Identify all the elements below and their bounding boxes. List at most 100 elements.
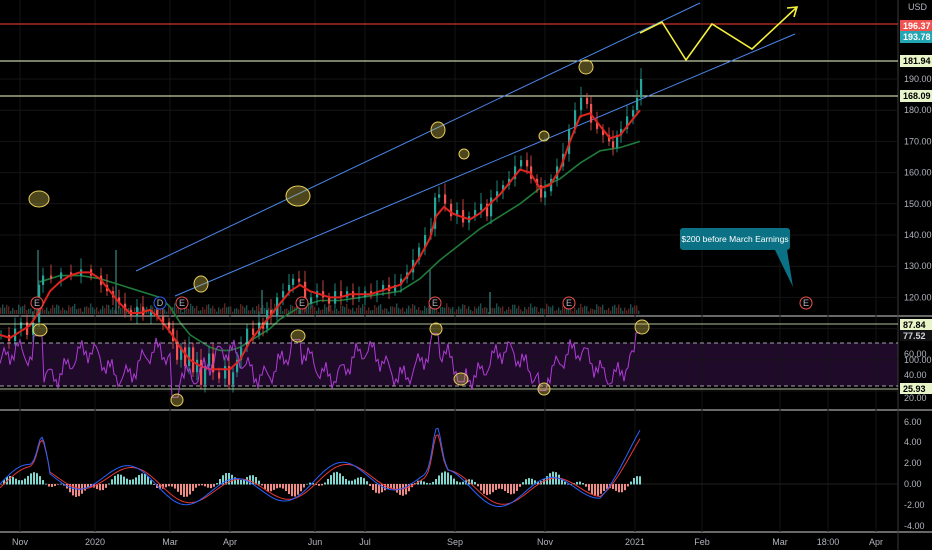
volume-bar	[178, 307, 180, 314]
volume-bar	[298, 309, 300, 314]
volume-bar	[66, 310, 68, 314]
volume-bar	[456, 309, 458, 314]
macd-histogram-bar	[522, 482, 524, 485]
volume-bar	[614, 304, 616, 314]
candle-body	[118, 297, 121, 304]
volume-bar	[202, 307, 204, 314]
volume-bar	[550, 307, 552, 314]
volume-bar	[366, 310, 368, 314]
macd-histogram-bar	[210, 484, 212, 489]
volume-bar	[544, 309, 546, 314]
volume-bar	[436, 308, 438, 314]
volume-bar	[86, 306, 88, 314]
macd-histogram-bar	[597, 484, 599, 496]
macd-histogram-bar	[429, 483, 431, 485]
macd-histogram-bar	[234, 477, 236, 485]
volume-bar	[484, 307, 486, 314]
volume-bar	[376, 307, 378, 314]
volume-bar	[346, 303, 348, 314]
volume-bar	[122, 306, 124, 314]
volume-bar	[16, 309, 18, 314]
volume-bar	[596, 304, 598, 314]
volume-bar	[316, 310, 318, 314]
macd-histogram-bar	[243, 478, 245, 485]
candle-body	[204, 366, 207, 385]
macd-histogram-bar	[141, 473, 143, 485]
volume-bar	[134, 307, 136, 314]
macd-histogram-bar	[564, 481, 566, 485]
time-axis-label: Nov	[12, 537, 29, 547]
time-axis-label: Apr	[223, 537, 237, 547]
price-axis-label: 170.00	[904, 136, 932, 146]
candle-body	[168, 322, 171, 329]
volume-bar	[638, 310, 640, 314]
volume-bar	[598, 306, 600, 314]
volume-bar	[166, 311, 168, 314]
macd-histogram-bar	[378, 484, 380, 494]
candle-body	[150, 309, 153, 317]
macd-histogram-bar	[51, 484, 53, 487]
macd-histogram-bar	[354, 479, 356, 485]
candle-body	[394, 284, 397, 292]
volume-bar	[256, 306, 258, 314]
macd-histogram-bar	[594, 484, 596, 497]
macd-histogram-bar	[48, 484, 50, 487]
candle-body	[400, 278, 403, 285]
macd-histogram-bar	[342, 476, 344, 485]
event-marker-circle	[428, 296, 442, 310]
price-axis-label: 190.00	[904, 74, 932, 84]
candle-body	[586, 97, 589, 104]
macd-histogram-bar	[240, 479, 242, 485]
volume-bar	[338, 310, 340, 314]
volume-bar	[486, 307, 488, 314]
macd-histogram-bar	[222, 475, 224, 485]
volume-bar	[286, 308, 288, 314]
volume-bar	[194, 307, 196, 314]
macd-histogram-bar	[435, 479, 437, 485]
macd-histogram-bar	[582, 483, 584, 485]
candle-body	[340, 291, 343, 298]
volume-bar	[602, 304, 604, 314]
volume-bar	[230, 306, 232, 314]
macd-histogram-bar	[615, 484, 617, 491]
volume-bar	[62, 307, 64, 314]
volume-bar	[102, 305, 104, 314]
macd-axis-label: 2.00	[904, 458, 922, 468]
price-tag-label: 181.94	[903, 56, 931, 66]
rsi-axis-label: 20.00	[904, 393, 927, 403]
macd-signal-line	[0, 434, 641, 505]
volume-bar	[576, 309, 578, 314]
macd-histogram-bar	[393, 484, 395, 491]
candle-body	[292, 278, 295, 285]
volume-bar	[164, 309, 166, 314]
volume-bar	[190, 303, 192, 314]
volume-bar	[302, 307, 304, 314]
macd-histogram-bar	[144, 473, 146, 485]
highlight-marker	[578, 59, 594, 75]
candle-body	[288, 284, 291, 292]
highlight-marker	[285, 185, 311, 207]
volume-bar	[552, 305, 554, 314]
macd-histogram-bar	[315, 484, 317, 485]
macd-histogram-bar	[408, 484, 410, 492]
macd-histogram-bar	[303, 484, 305, 488]
volume-bar	[18, 304, 20, 314]
macd-histogram-bar	[483, 484, 485, 494]
volume-bar	[212, 305, 214, 314]
macd-histogram-bar	[279, 484, 281, 488]
macd-histogram-bar	[249, 475, 251, 485]
volume-bar	[510, 309, 512, 314]
volume-bar	[84, 306, 86, 314]
macd-histogram-bar	[255, 477, 257, 485]
price-tag-label: 193.78	[903, 32, 931, 42]
volume-bar	[138, 308, 140, 314]
macd-histogram-bar	[561, 478, 563, 485]
volume-bar	[0, 307, 2, 314]
macd-histogram-bar	[108, 483, 110, 485]
volume-bar	[412, 304, 414, 314]
event-marker-circle	[30, 296, 44, 310]
macd-histogram-bar	[111, 479, 113, 485]
candle-body	[438, 194, 441, 198]
volume-bar	[74, 303, 76, 314]
